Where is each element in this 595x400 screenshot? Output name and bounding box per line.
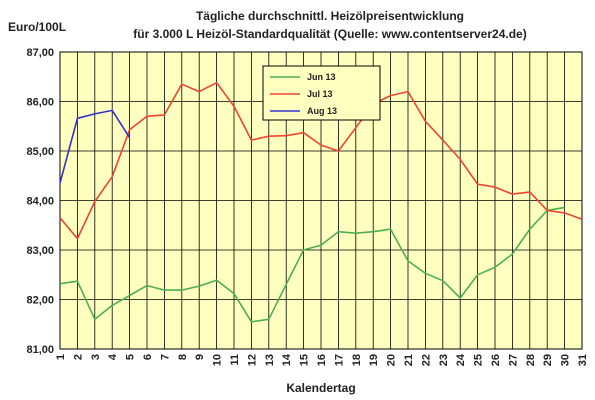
- series-line-jun-13: [59, 206, 565, 323]
- y-tick-label: 82,00: [26, 295, 54, 307]
- x-tick-label: 5: [125, 354, 137, 360]
- series-lines: [59, 81, 583, 323]
- legend-label: Jun 13: [307, 72, 336, 82]
- y-tick-label: 83,00: [26, 245, 54, 257]
- x-tick-label: 28: [525, 354, 537, 366]
- y-tick-label: 87,00: [26, 47, 54, 59]
- x-tick-label: 3: [90, 354, 102, 360]
- series-line-aug-13: [59, 109, 131, 184]
- x-tick-label: 22: [420, 354, 432, 366]
- x-tick-label: 23: [438, 354, 450, 366]
- x-tick-label: 24: [455, 353, 467, 366]
- y-tick-labels: 81,00 82,00 83,00 84,00 85,00 86,00 87,00: [26, 47, 54, 356]
- x-tick-label: 30: [560, 354, 572, 366]
- y-tick-label: 84,00: [26, 196, 54, 208]
- x-tick-label: 29: [542, 354, 554, 366]
- x-tick-label: 17: [333, 354, 345, 366]
- x-axis-label: Kalendertag: [286, 381, 355, 395]
- x-tick-label: 31: [577, 354, 589, 366]
- x-tick-label: 21: [403, 354, 415, 366]
- y-tick-label: 85,00: [26, 146, 54, 158]
- legend: Jun 13 Jul 13 Aug 13: [262, 65, 381, 121]
- x-tick-label: 27: [507, 354, 519, 366]
- chart-title-line2: für 3.000 L Heizöl-Standardqualität (Que…: [133, 27, 526, 41]
- x-tick-label: 20: [386, 354, 398, 366]
- x-tick-label: 1: [55, 354, 67, 360]
- x-tick-labels: 1 2 3 4 5 6 7 8 9 10 11 12 13 14 15 16 17 18 19 20 21 22 23 24 2…: [55, 353, 589, 366]
- x-tick-label: 26: [490, 354, 502, 366]
- y-tick-label: 81,00: [26, 344, 54, 356]
- x-tick-label: 18: [351, 354, 363, 366]
- x-tick-label: 9: [194, 354, 206, 360]
- x-tick-label: 25: [473, 354, 485, 366]
- legend-label: Aug 13: [307, 106, 337, 116]
- x-tick-label: 11: [229, 354, 241, 366]
- x-tick-label: 4: [107, 353, 119, 360]
- series-line-jul-13: [59, 81, 583, 240]
- y-tick-label: 86,00: [26, 97, 54, 109]
- x-tick-label: 14: [281, 353, 293, 366]
- x-tick-label: 15: [299, 354, 311, 366]
- x-tick-label: 13: [264, 354, 276, 366]
- chart-title-line1: Tägliche durchschnittl. Heizölpreisentwi…: [196, 9, 464, 23]
- x-tick-label: 7: [159, 354, 171, 360]
- legend-label: Jul 13: [307, 89, 333, 99]
- x-tick-label: 19: [368, 354, 380, 366]
- x-tick-label: 12: [246, 354, 258, 366]
- x-tick-label: 6: [142, 354, 154, 360]
- x-tick-label: 16: [316, 354, 328, 366]
- x-tick-label: 10: [212, 354, 224, 366]
- x-tick-label: 2: [72, 354, 84, 360]
- x-tick-label: 8: [177, 354, 189, 360]
- y-axis-label: Euro/100L: [8, 20, 66, 34]
